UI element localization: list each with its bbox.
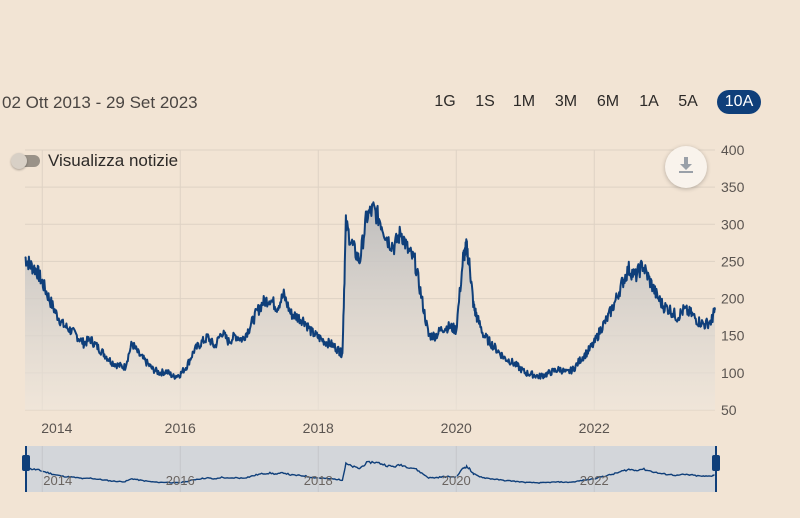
navigator-tick-label: 2016 bbox=[166, 473, 195, 488]
navigator-tick-label: 2022 bbox=[580, 473, 609, 488]
navigator-handle-left bbox=[22, 446, 30, 492]
series-line bbox=[24, 201, 716, 380]
navigator: 2014 2016 2018 2020 2022 bbox=[22, 446, 720, 492]
range-button-3m[interactable]: 3M bbox=[554, 93, 578, 110]
y-tick-label: 300 bbox=[721, 216, 745, 232]
news-toggle-label: Visualizza notizie bbox=[48, 151, 179, 170]
y-tick-label: 100 bbox=[721, 365, 745, 381]
y-tick-label: 150 bbox=[721, 328, 745, 344]
range-button-5a[interactable]: 5A bbox=[678, 93, 698, 110]
download-button[interactable] bbox=[665, 146, 707, 188]
navigator-x-axis: 2014 2016 2018 2020 2022 bbox=[41, 446, 609, 492]
range-button-1g[interactable]: 1G bbox=[434, 93, 456, 110]
navigator-tick-label: 2018 bbox=[304, 473, 333, 488]
range-button-6m[interactable]: 6M bbox=[596, 93, 620, 110]
date-range-label: 02 Ott 2013 - 29 Set 2023 bbox=[2, 93, 198, 112]
navigator-selection bbox=[27, 446, 716, 492]
series-area bbox=[25, 202, 715, 410]
news-toggle[interactable]: Visualizza notizie bbox=[11, 150, 179, 172]
x-tick-label: 2014 bbox=[41, 420, 72, 436]
y-tick-label: 50 bbox=[721, 402, 737, 418]
y-axis: 50 100 150 200 250 300 350 400 bbox=[721, 142, 745, 418]
navigator-tick-label: 2014 bbox=[43, 473, 72, 488]
x-tick-label: 2022 bbox=[579, 420, 610, 436]
range-button-10a[interactable]: 10A bbox=[717, 90, 761, 114]
navigator-tick-label: 2020 bbox=[442, 473, 471, 488]
navigator-line bbox=[24, 460, 715, 484]
download-icon bbox=[678, 156, 694, 179]
range-button-1a[interactable]: 1A bbox=[639, 93, 659, 110]
toggle-switch[interactable] bbox=[11, 153, 40, 169]
toggle-knob bbox=[11, 153, 27, 169]
x-tick-label: 2016 bbox=[165, 420, 196, 436]
x-tick-label: 2020 bbox=[441, 420, 472, 436]
range-button-1m[interactable]: 1M bbox=[512, 93, 536, 110]
chart-grid bbox=[25, 149, 715, 411]
navigator-handle-right bbox=[712, 446, 720, 492]
data-points bbox=[25, 209, 715, 376]
y-tick-label: 350 bbox=[721, 179, 745, 195]
range-button-1s[interactable]: 1S bbox=[475, 93, 495, 110]
y-tick-label: 200 bbox=[721, 291, 745, 307]
x-tick-label: 2018 bbox=[303, 420, 334, 436]
x-axis: 2014 2016 2018 2020 2022 bbox=[41, 420, 610, 436]
y-tick-label: 400 bbox=[721, 142, 745, 158]
range-selector: 1G 1S 1M 3M 6M 1A 5A 10A bbox=[0, 90, 800, 116]
y-tick-label: 250 bbox=[721, 253, 745, 269]
